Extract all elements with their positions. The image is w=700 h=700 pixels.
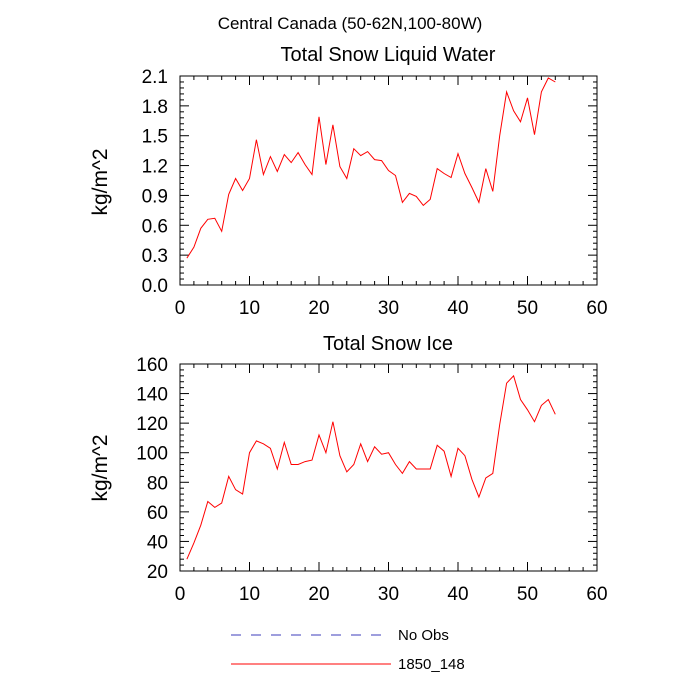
y-tick-label: 0.9 <box>142 186 168 207</box>
x-tick-label: 50 <box>517 298 538 319</box>
legend-label-no-obs: No Obs <box>398 627 449 644</box>
figure-title: Central Canada (50-62N,100-80W) <box>218 14 483 33</box>
y-tick-label: 80 <box>147 473 168 494</box>
y-tick-label: 1.8 <box>142 97 168 118</box>
plot-area: 0 10 20 30 40 50 60 20 40 60 80 100 120 140 160 <box>136 355 607 605</box>
x-tick-label: 10 <box>239 298 260 319</box>
x-tick-label: 20 <box>308 584 329 605</box>
y-tick-label: 140 <box>136 385 168 406</box>
plot-frame <box>179 75 598 286</box>
y-tick-label: 60 <box>147 503 168 524</box>
x-tick-label: 20 <box>308 298 329 319</box>
y-tick-label: 40 <box>147 532 168 553</box>
y-tick-label: 0.0 <box>142 276 168 297</box>
plot-frame <box>179 363 598 572</box>
series-line <box>186 77 556 259</box>
x-tick-label: 0 <box>175 584 186 605</box>
y-tick-label: 0.6 <box>142 216 168 237</box>
x-tick-label: 40 <box>447 298 468 319</box>
panel-snow-ice: Total Snow Ice kg/m^2 0 10 20 30 40 50 60 20 40 6… <box>89 333 608 605</box>
y-tick-label: 0.3 <box>142 246 168 267</box>
legend: No Obs 1850_148 <box>231 627 465 673</box>
y-tick-label: 100 <box>136 444 168 465</box>
panel-title: Total Snow Liquid Water <box>281 44 496 66</box>
x-tick-label: 30 <box>378 584 399 605</box>
y-tick-label: 1.5 <box>142 127 168 148</box>
y-axis-label: kg/m^2 <box>89 148 112 215</box>
x-tick-label: 10 <box>239 584 260 605</box>
x-tick-label: 40 <box>447 584 468 605</box>
y-tick-label: 120 <box>136 414 168 435</box>
x-tick-label: 0 <box>175 298 186 319</box>
y-tick-label: 20 <box>147 562 168 583</box>
panel-title: Total Snow Ice <box>323 333 453 355</box>
legend-label-1850-148: 1850_148 <box>398 656 465 673</box>
panel-snow-liquid-water: Total Snow Liquid Water kg/m^2 0 10 20 30 40… <box>89 44 608 319</box>
x-tick-label: 30 <box>378 298 399 319</box>
series-line <box>186 374 556 560</box>
x-tick-label: 60 <box>586 298 607 319</box>
x-tick-label: 50 <box>517 584 538 605</box>
y-axis-label: kg/m^2 <box>89 434 112 501</box>
plot-area: 0 10 20 30 40 50 60 0.0 0.3 0.6 0.9 1.2 1.5 1.8 2.1 <box>142 67 608 319</box>
y-tick-label: 2.1 <box>142 67 168 88</box>
y-tick-label: 160 <box>136 355 168 376</box>
x-tick-label: 60 <box>586 584 607 605</box>
y-tick-label: 1.2 <box>142 157 168 178</box>
